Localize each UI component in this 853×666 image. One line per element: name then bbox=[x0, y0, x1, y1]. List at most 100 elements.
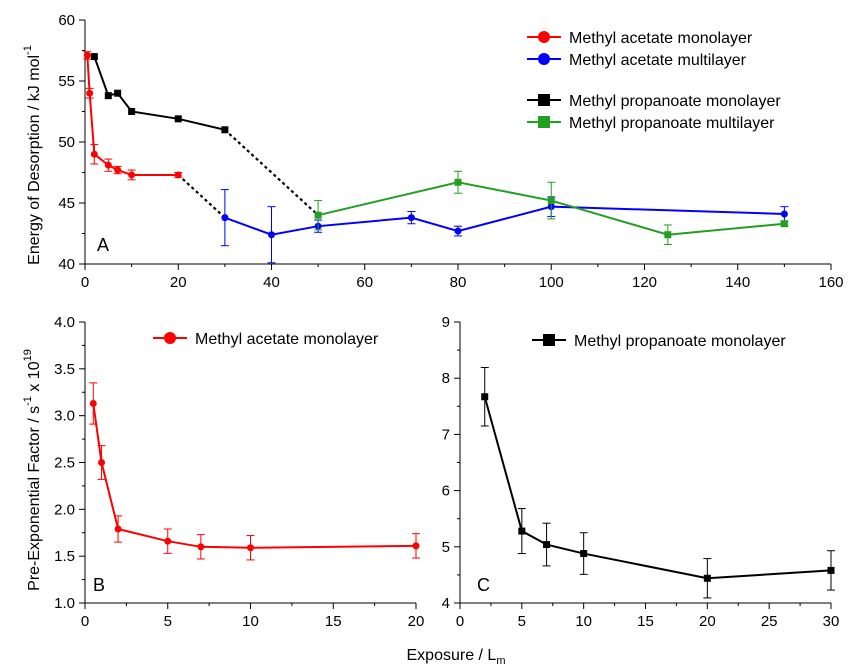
panel-c-x-tick-label: 20 bbox=[699, 613, 716, 630]
panel-c-series-line bbox=[483, 396, 832, 580]
panel-a-x-tick-label: 140 bbox=[725, 274, 750, 291]
panel-c-x-tick-label: 15 bbox=[637, 613, 654, 630]
panel-b-data-point bbox=[164, 537, 172, 545]
panel-a-legend-label: Methyl acetate multilayer bbox=[569, 52, 747, 69]
panel-a-data-point bbox=[86, 89, 94, 97]
panel-c: 0 5 10 15 20 25 30 4 5 6 7 8 9 Methyl propanoate mono… bbox=[442, 314, 840, 630]
panel-b-panel-label: B bbox=[93, 575, 105, 595]
panel-b-data-point bbox=[98, 459, 106, 466]
panel-a-data-point bbox=[780, 210, 788, 218]
panel-a-x-tick-label: 20 bbox=[170, 274, 187, 291]
panel-b-y-tick-label: 2.0 bbox=[54, 501, 75, 518]
panel-a-data-point bbox=[780, 220, 788, 228]
panel-a-legend-marker bbox=[538, 53, 550, 65]
panel-b-legend-marker bbox=[164, 332, 176, 344]
panel-a-y-tick-label: 55 bbox=[58, 73, 75, 90]
panel-a-legend-marker bbox=[538, 116, 550, 128]
panel-a-data-point bbox=[174, 171, 182, 179]
panel-a-x-tick-label: 0 bbox=[81, 274, 89, 291]
panel-a-data-point bbox=[104, 92, 112, 100]
panel-a-x-tick-label: 160 bbox=[818, 274, 843, 291]
panel-c-x-tick-label: 0 bbox=[456, 613, 464, 630]
panel-a-series-line bbox=[224, 205, 785, 236]
panel-a-data-point bbox=[104, 161, 112, 169]
shared-x-axis-label: Exposure / Lm bbox=[407, 647, 506, 666]
panel-b-data-point bbox=[89, 399, 97, 407]
panel-b-y-tick-label: 3.0 bbox=[54, 408, 75, 425]
panel-a-y-tick-label: 45 bbox=[58, 195, 75, 212]
panel-a-data-point bbox=[114, 166, 122, 174]
panel-c-y-tick-label: 4 bbox=[442, 595, 450, 612]
panel-a-data-point bbox=[83, 51, 91, 59]
panel-b: 0 5 10 15 20 1.0 1.5 2.0 2.5 3.0 3.5 4.0 Methyl acet… bbox=[54, 314, 424, 630]
panel-c-y-tick-label: 6 bbox=[442, 483, 450, 500]
panel-a-x-tick-label: 80 bbox=[450, 274, 467, 291]
panel-a-data-point bbox=[221, 126, 229, 134]
panel-b-data-point bbox=[412, 542, 420, 550]
panel-c-data-point bbox=[518, 527, 526, 535]
panel-c-data-point bbox=[481, 393, 489, 401]
panel-c-y-tick-label: 5 bbox=[442, 539, 450, 556]
panel-c-legend-marker bbox=[543, 334, 555, 346]
panel-a-legend-marker bbox=[538, 94, 550, 106]
panel-a: 0 20 40 60 80 100 120 140 160 40 45 50 55 60 Methyl ac… bbox=[58, 12, 843, 291]
panel-a-data-point bbox=[268, 231, 275, 239]
panel-a-y-axis-label: Energy of Desorption / kJ mol-1 bbox=[22, 45, 43, 265]
panel-a-x-tick-label: 100 bbox=[539, 274, 564, 291]
panel-b-x-tick-label: 0 bbox=[81, 613, 89, 630]
panel-a-x-tick-label: 60 bbox=[356, 274, 373, 291]
panel-b-data-point bbox=[114, 525, 122, 533]
panel-b-data-point bbox=[197, 543, 205, 551]
panel-b-y-tick-label: 1.0 bbox=[54, 595, 75, 612]
panel-c-y-tick-label: 7 bbox=[442, 426, 450, 443]
panel-b-y-tick-label: 2.5 bbox=[54, 455, 75, 472]
panel-a-data-point bbox=[128, 108, 136, 115]
panel-a-legend-label: Methyl propanoate multilayer bbox=[569, 115, 775, 132]
panel-a-data-point bbox=[128, 171, 136, 179]
panel-b-x-tick-label: 5 bbox=[164, 613, 172, 630]
panel-c-data-point bbox=[543, 541, 551, 549]
panel-a-data-point bbox=[114, 89, 122, 97]
panel-b-y-tick-label: 4.0 bbox=[54, 314, 75, 331]
panel-a-legend-label: Methyl acetate monolayer bbox=[569, 30, 753, 47]
panel-c-y-tick-label: 8 bbox=[442, 370, 450, 387]
panel-a-y-tick-label: 40 bbox=[58, 256, 75, 273]
panel-a-data-point bbox=[407, 214, 415, 222]
panel-c-x-tick-label: 25 bbox=[761, 613, 778, 630]
panel-b-y-tick-label: 1.5 bbox=[54, 548, 75, 565]
panel-b-legend-label: Methyl acetate monolayer bbox=[195, 331, 379, 348]
panel-a-y-tick-label: 50 bbox=[58, 134, 75, 151]
panel-c-data-point bbox=[703, 574, 711, 582]
panel-a-legend-marker bbox=[538, 31, 550, 43]
panel-b-y-tick-label: 3.5 bbox=[54, 361, 75, 378]
panel-a-x-tick-label: 40 bbox=[263, 274, 280, 291]
panel-c-x-tick-label: 30 bbox=[823, 613, 840, 630]
panel-a-y-tick-label: 60 bbox=[58, 12, 75, 29]
panel-a-x-tick-label: 120 bbox=[632, 274, 657, 291]
panel-c-legend-label: Methyl propanoate monolayer bbox=[574, 333, 786, 350]
panel-a-data-point bbox=[314, 211, 322, 219]
panel-a-dotted-connector bbox=[177, 174, 226, 219]
panel-a-data-point bbox=[454, 178, 462, 186]
panel-c-x-tick-label: 5 bbox=[518, 613, 526, 630]
panel-c-panel-label: C bbox=[477, 575, 490, 595]
panel-b-x-tick-label: 20 bbox=[408, 613, 425, 630]
panel-c-data-point bbox=[580, 550, 588, 558]
panel-a-data-point bbox=[221, 214, 229, 222]
panel-a-panel-label: A bbox=[97, 235, 109, 255]
panel-c-data-point bbox=[827, 566, 835, 574]
panel-a-data-point bbox=[547, 197, 555, 205]
panel-a-data-point bbox=[664, 231, 672, 239]
panel-a-series-line bbox=[93, 56, 226, 131]
panel-b-x-tick-label: 10 bbox=[242, 613, 259, 630]
panel-c-y-tick-label: 9 bbox=[442, 314, 450, 331]
panel-b-data-point bbox=[247, 544, 254, 552]
panel-b-x-tick-label: 15 bbox=[325, 613, 342, 630]
panel-b-y-axis-label: Pre-Exponential Factor / s-1 x 1019 bbox=[22, 349, 43, 591]
panel-a-data-point bbox=[454, 227, 462, 235]
panel-a-data-point bbox=[90, 150, 98, 158]
panel-a-dotted-connector bbox=[224, 128, 319, 217]
panel-b-series-line bbox=[92, 403, 417, 549]
panel-c-x-tick-label: 10 bbox=[575, 613, 592, 630]
